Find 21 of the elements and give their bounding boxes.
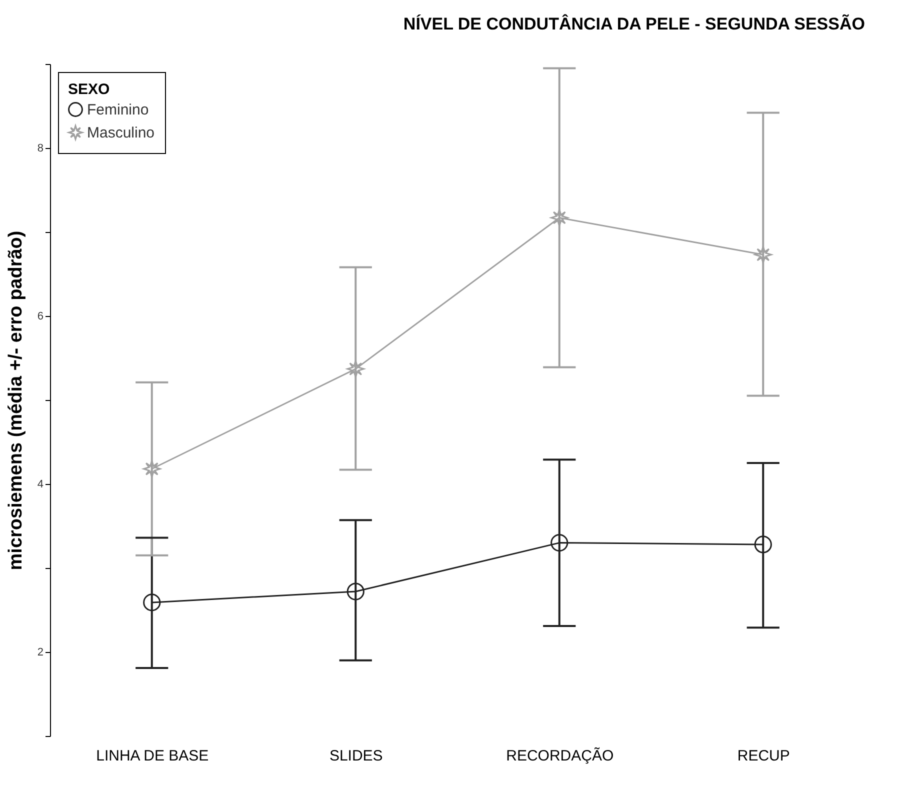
y-tick-label: 2 [37, 646, 44, 658]
x-tick-label: RECUP [737, 748, 790, 764]
legend-label: Masculino [87, 124, 155, 142]
point [550, 208, 568, 227]
point [346, 360, 364, 378]
y-axis-title: microsiemens (média +/- erro padrão) [5, 230, 26, 570]
x-tick-label: SLIDES [329, 748, 383, 764]
legend-title: SEXO [68, 81, 110, 98]
point [754, 536, 772, 554]
point [550, 534, 568, 552]
point [754, 246, 772, 264]
point [143, 460, 161, 478]
point [143, 594, 161, 612]
chart-title: NÍVEL DE CONDUTÂNCIA DA PELE - SEGUNDA SESSÃO [403, 14, 865, 34]
legend-label: Feminino [87, 102, 149, 118]
y-tick-label: 8 [37, 142, 44, 154]
y-tick-label: 6 [37, 310, 44, 322]
x-tick-label: LINHA DE BASE [96, 748, 209, 764]
x-tick-label: RECORDAÇÃO [506, 746, 614, 764]
point [346, 582, 364, 600]
y-tick-label: 4 [37, 478, 44, 490]
